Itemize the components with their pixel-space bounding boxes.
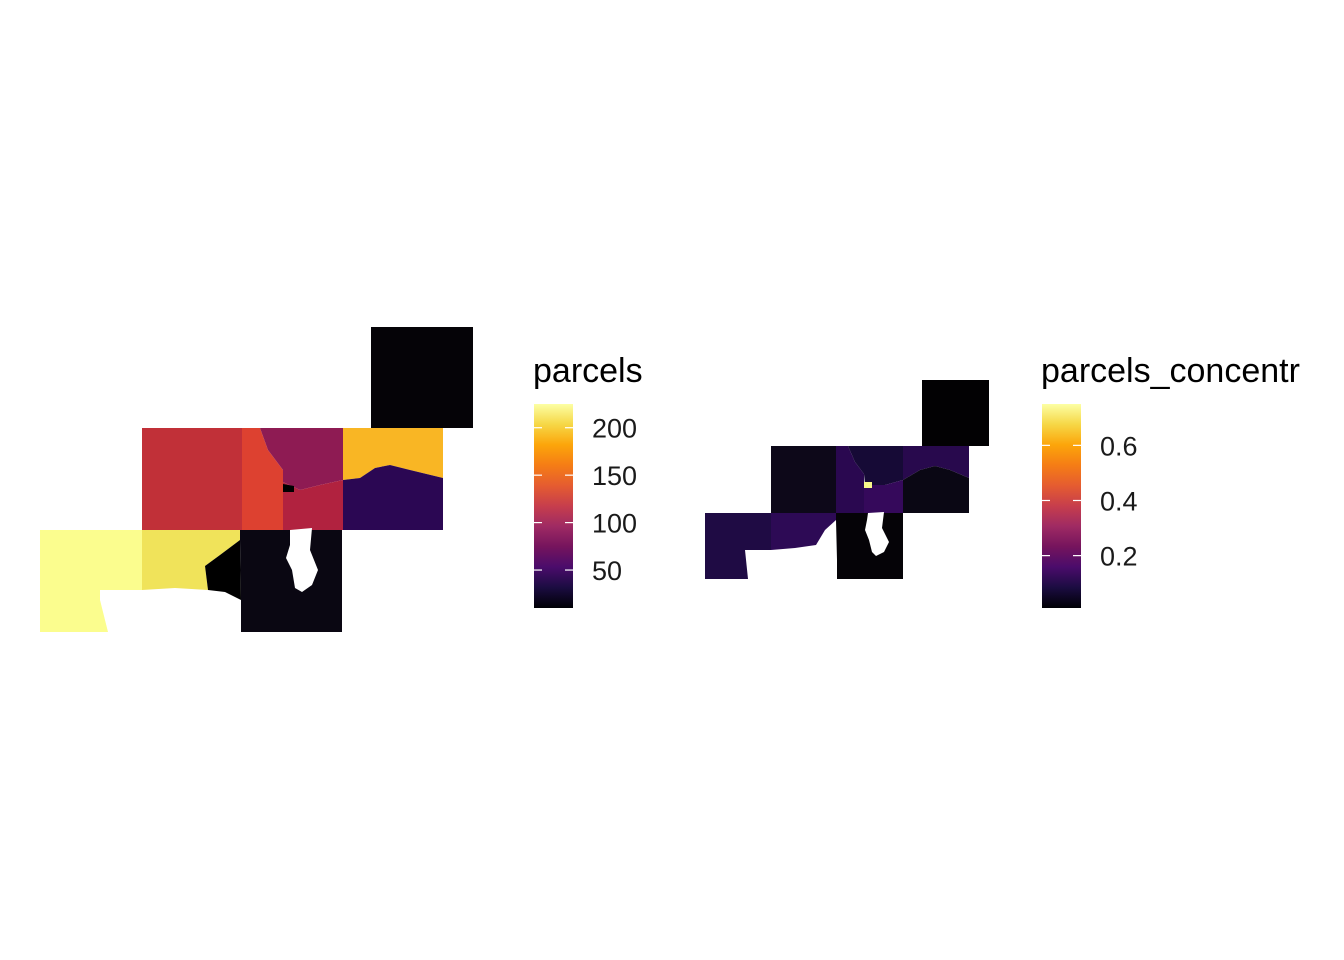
legend-title: parcels xyxy=(533,352,643,390)
legend-tick-label: 0.2 xyxy=(1100,542,1138,572)
legend-tick-label: 100 xyxy=(592,509,637,539)
map-parcels xyxy=(40,327,473,632)
region-se xyxy=(836,513,903,579)
region-se xyxy=(240,530,342,632)
legend-tick-label: 50 xyxy=(592,556,622,586)
region-n-center xyxy=(848,446,903,485)
region-sw-coast xyxy=(771,513,836,550)
region-far-ne xyxy=(922,380,989,446)
legend-parcels: parcels 200 150 100 50 xyxy=(533,352,643,608)
map-parcels-concentration xyxy=(705,380,989,579)
region-ne xyxy=(903,446,969,480)
legend-tick-label: 0.4 xyxy=(1100,486,1138,516)
region-w-large xyxy=(40,530,142,632)
region-center-strip xyxy=(242,428,283,530)
legend-colorbar xyxy=(1042,404,1081,608)
region-hotspot xyxy=(864,482,872,488)
legend-tick-label: 200 xyxy=(592,414,637,444)
region-ne xyxy=(343,428,443,480)
region-far-ne xyxy=(371,327,473,428)
region-center xyxy=(283,480,343,530)
legend-tick-label: 0.6 xyxy=(1100,431,1138,461)
region-w-center xyxy=(142,428,242,530)
region-sw-coast xyxy=(142,530,240,590)
legend-ticks: 200 150 100 50 xyxy=(534,414,637,586)
region-n-center xyxy=(260,428,343,490)
region-e xyxy=(903,466,969,513)
region-center xyxy=(864,480,903,513)
region-w-center xyxy=(771,446,836,513)
legend-title: parcels_concentr xyxy=(1041,352,1300,390)
region-w-large xyxy=(705,513,771,579)
legend-colorbar xyxy=(534,404,573,608)
region-center-strip xyxy=(836,446,864,513)
lake-shape xyxy=(865,512,889,556)
legend-tick-label: 150 xyxy=(592,461,637,491)
lake-shape xyxy=(286,528,318,592)
region-shore-sliver xyxy=(205,540,241,600)
region-e xyxy=(343,465,443,530)
legend-ticks: 0.6 0.4 0.2 xyxy=(1042,431,1138,572)
legend-parcels-concentration: parcels_concentr 0.6 0.4 0.2 xyxy=(1041,352,1300,608)
harbor-notch xyxy=(283,484,294,492)
